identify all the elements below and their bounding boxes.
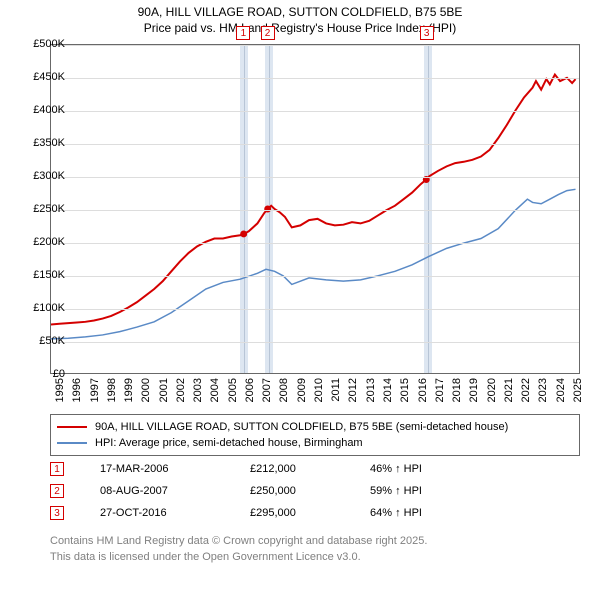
attrib-line-2: This data is licensed under the Open Gov… <box>50 550 427 566</box>
legend-swatch <box>57 442 87 444</box>
gridline-h <box>51 111 579 112</box>
x-axis-label: 1995 <box>54 378 66 402</box>
title-line-1: 90A, HILL VILLAGE ROAD, SUTTON COLDFIELD… <box>0 5 600 21</box>
x-axis-label: 2006 <box>244 378 256 402</box>
hpi-line <box>51 189 576 339</box>
y-axis-label: £500K <box>19 38 65 50</box>
chart-legend: 90A, HILL VILLAGE ROAD, SUTTON COLDFIELD… <box>50 414 580 456</box>
x-axis-label: 2019 <box>468 378 480 402</box>
price-paid-line <box>51 75 576 325</box>
marker-table-num: 1 <box>50 462 64 476</box>
gridline-h <box>51 144 579 145</box>
y-axis-label: £300K <box>19 170 65 182</box>
marker-number-box: 3 <box>420 26 434 40</box>
x-axis-label: 2024 <box>555 378 567 402</box>
y-axis-label: £400K <box>19 104 65 116</box>
x-axis-label: 2013 <box>365 378 377 402</box>
x-axis-label: 2015 <box>399 378 411 402</box>
gridline-h <box>51 78 579 79</box>
marker-table: 1 17-MAR-2006£212,00046% ↑ HPI 2 08-AUG-200… <box>50 458 580 524</box>
chart-container: 90A, HILL VILLAGE ROAD, SUTTON COLDFIELD… <box>0 0 600 590</box>
y-axis-label: £100K <box>19 302 65 314</box>
x-axis-label: 2002 <box>175 378 187 402</box>
y-axis-label: £50K <box>19 335 65 347</box>
x-axis-label: 2008 <box>278 378 290 402</box>
attrib-line-1: Contains HM Land Registry data © Crown c… <box>50 534 427 550</box>
gridline-h <box>51 342 579 343</box>
x-axis-label: 2025 <box>572 378 584 402</box>
x-axis-label: 2009 <box>296 378 308 402</box>
marker-table-hpi: 46% ↑ HPI <box>370 463 490 475</box>
legend-label: HPI: Average price, semi-detached house,… <box>95 437 363 449</box>
x-axis-label: 2004 <box>209 378 221 402</box>
gridline-h <box>51 276 579 277</box>
x-axis-label: 2018 <box>451 378 463 402</box>
marker-table-hpi: 59% ↑ HPI <box>370 485 490 497</box>
legend-label: 90A, HILL VILLAGE ROAD, SUTTON COLDFIELD… <box>95 421 508 433</box>
marker-table-price: £212,000 <box>250 463 370 475</box>
x-axis-label: 1999 <box>123 378 135 402</box>
y-axis-label: £200K <box>19 236 65 248</box>
x-axis-label: 1996 <box>71 378 83 402</box>
marker-table-row: 3 27-OCT-2016£295,00064% ↑ HPI <box>50 502 580 524</box>
x-axis-label: 2016 <box>417 378 429 402</box>
gridline-h <box>51 177 579 178</box>
x-axis-label: 2012 <box>347 378 359 402</box>
chart-title: 90A, HILL VILLAGE ROAD, SUTTON COLDFIELD… <box>0 0 600 36</box>
marker-table-row: 2 08-AUG-2007£250,00059% ↑ HPI <box>50 480 580 502</box>
x-axis-label: 2020 <box>486 378 498 402</box>
gridline-h <box>51 243 579 244</box>
legend-swatch <box>57 426 87 428</box>
y-axis-label: £450K <box>19 71 65 83</box>
x-axis-label: 1998 <box>106 378 118 402</box>
y-axis-label: £250K <box>19 203 65 215</box>
y-axis-label: £350K <box>19 137 65 149</box>
marker-table-price: £250,000 <box>250 485 370 497</box>
marker-number-box: 2 <box>261 26 275 40</box>
marker-table-num: 2 <box>50 484 64 498</box>
legend-item: 90A, HILL VILLAGE ROAD, SUTTON COLDFIELD… <box>57 419 573 435</box>
x-axis-label: 2021 <box>503 378 515 402</box>
marker-table-price: £295,000 <box>250 507 370 519</box>
marker-table-date: 17-MAR-2006 <box>100 463 250 475</box>
x-axis-label: 2010 <box>313 378 325 402</box>
x-axis-label: 2000 <box>140 378 152 402</box>
x-axis-label: 2003 <box>192 378 204 402</box>
marker-table-num: 3 <box>50 506 64 520</box>
gridline-h <box>51 309 579 310</box>
y-axis-label: £150K <box>19 269 65 281</box>
attribution: Contains HM Land Registry data © Crown c… <box>50 534 427 566</box>
gridline-h <box>51 45 579 46</box>
marker-table-date: 08-AUG-2007 <box>100 485 250 497</box>
x-axis-label: 2011 <box>330 378 342 402</box>
chart-plot-area <box>50 44 580 374</box>
x-axis-label: 2005 <box>227 378 239 402</box>
legend-item: HPI: Average price, semi-detached house,… <box>57 435 573 451</box>
marker-table-row: 1 17-MAR-2006£212,00046% ↑ HPI <box>50 458 580 480</box>
marker-table-hpi: 64% ↑ HPI <box>370 507 490 519</box>
x-axis-label: 2001 <box>158 378 170 402</box>
marker-dot <box>240 230 247 237</box>
marker-dot <box>264 206 271 213</box>
marker-number-box: 1 <box>236 26 250 40</box>
x-axis-label: 2023 <box>537 378 549 402</box>
x-axis-label: 2007 <box>261 378 273 402</box>
x-axis-label: 2014 <box>382 378 394 402</box>
title-line-2: Price paid vs. HM Land Registry's House … <box>0 21 600 37</box>
x-axis-label: 1997 <box>89 378 101 402</box>
marker-table-date: 27-OCT-2016 <box>100 507 250 519</box>
x-axis-label: 2017 <box>434 378 446 402</box>
gridline-h <box>51 210 579 211</box>
x-axis-label: 2022 <box>520 378 532 402</box>
chart-svg <box>51 45 579 373</box>
